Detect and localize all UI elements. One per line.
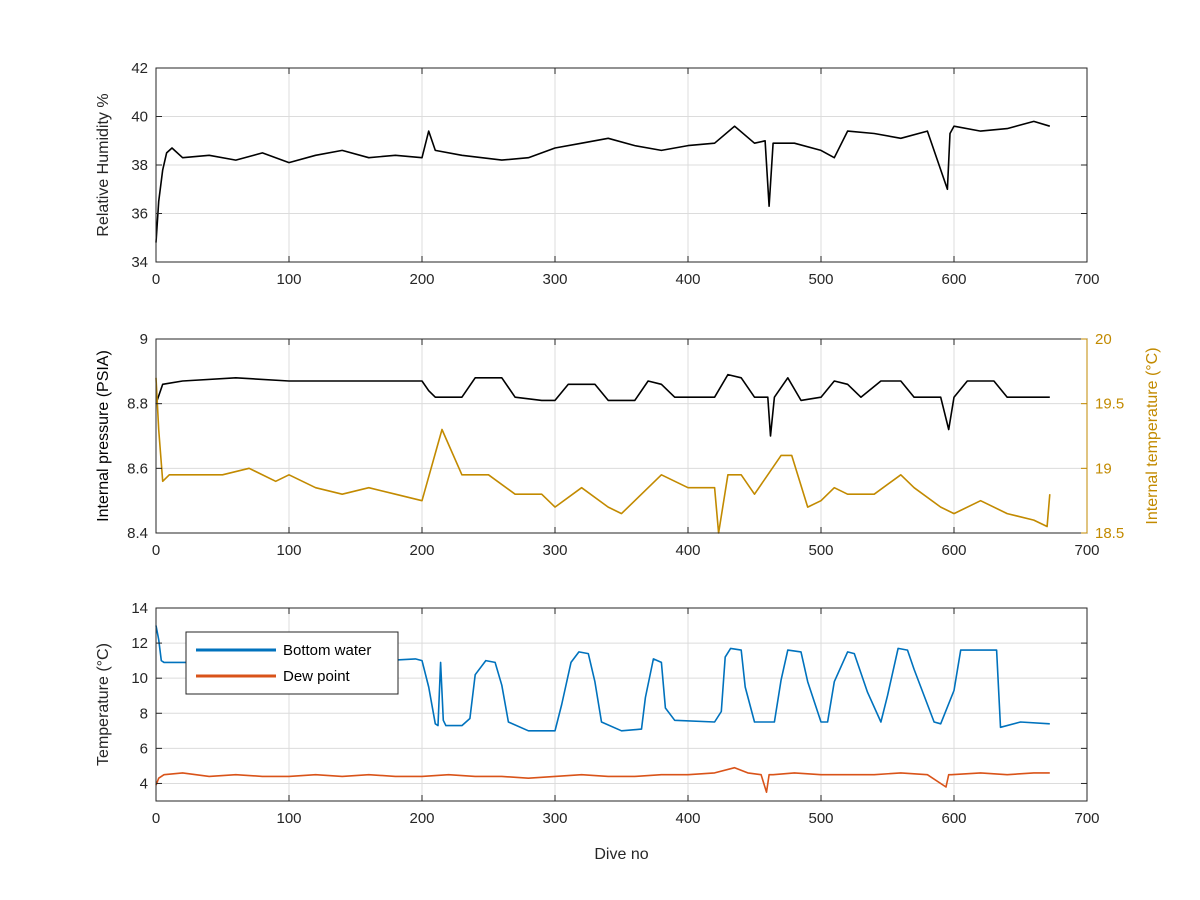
x-tick-label: 700: [1074, 271, 1099, 288]
x-tick-label: 100: [276, 271, 301, 288]
y-tick-label: 12: [131, 635, 148, 652]
y-tick-label: 34: [131, 254, 148, 271]
series-line-2-1: [155, 373, 1050, 437]
x-tick-label: 200: [409, 810, 434, 827]
y-tick-label: 8.8: [127, 396, 148, 413]
y-axis-label: Relative Humidity %: [95, 93, 112, 236]
series-line-2-2: [155, 377, 1051, 534]
x-tick-label: 100: [276, 810, 301, 827]
x-tick-label: 0: [152, 810, 160, 827]
x-tick-label: 500: [808, 542, 833, 559]
y-tick-label: 42: [131, 60, 148, 77]
series-line-dew-point: [155, 766, 1050, 794]
y2-axis-label: Internal temperature (°C): [1144, 347, 1161, 524]
legend-label: Bottom water: [283, 642, 371, 659]
x-tick-label: 200: [409, 542, 434, 559]
plot-area: [156, 339, 1087, 533]
axes-box: [155, 607, 1088, 802]
legend: Bottom water Dew point: [185, 631, 399, 695]
series-line-bottom-water: [155, 625, 1050, 732]
x-tick-label: 300: [542, 810, 567, 827]
y2-tick-label: 18.5: [1095, 525, 1124, 542]
x-tick-label: 500: [808, 271, 833, 288]
y-tick-label: 8.6: [127, 460, 148, 477]
y2-tick-label: 19.5: [1095, 396, 1124, 413]
panel-3: 0 100 200 300 400 500 600 700 4 6 8 10 12 14 Temperatu…: [95, 600, 1100, 863]
y-tick-label: 38: [131, 157, 148, 174]
series-line-1-1: [155, 120, 1051, 243]
y-tick-label: 8.4: [127, 525, 148, 542]
legend-box: [185, 631, 399, 695]
x-tick-label: 600: [941, 271, 966, 288]
x-tick-label: 700: [1074, 810, 1099, 827]
panel-2: 0 100 200 300 400 500 600 700 8.4 8.6 8.8 9 18.5 19 19…: [95, 331, 1161, 559]
y-tick-label: 6: [140, 740, 148, 757]
x-tick-label: 0: [152, 542, 160, 559]
y-tick-label: 9: [140, 331, 148, 348]
y2-tick-label: 19: [1095, 460, 1112, 477]
x-tick-label: 600: [941, 810, 966, 827]
x-tick-label: 200: [409, 271, 434, 288]
y-axis-label: Internal pressure (PSIA): [95, 350, 112, 522]
y-tick-label: 40: [131, 109, 148, 126]
x-tick-label: 400: [675, 810, 700, 827]
legend-label: Dew point: [283, 668, 351, 685]
x-tick-label: 300: [542, 271, 567, 288]
x-axis-label: Dive no: [594, 846, 648, 863]
x-tick-label: 300: [542, 542, 567, 559]
x-tick-label: 400: [675, 542, 700, 559]
y-tick-label: 10: [131, 670, 148, 687]
panel-1: 0 100 200 300 400 500 600 700 34 36 38 40 42 Relative…: [95, 60, 1100, 288]
y-tick-label: 4: [140, 775, 148, 792]
y2-tick-label: 20: [1095, 331, 1112, 348]
x-tick-label: 0: [152, 271, 160, 288]
x-tick-label: 600: [941, 542, 966, 559]
x-tick-label: 400: [675, 271, 700, 288]
x-tick-label: 700: [1074, 542, 1099, 559]
y-tick-label: 8: [140, 705, 148, 722]
x-tick-label: 500: [808, 810, 833, 827]
y-axis-label: Temperature (°C): [95, 643, 112, 766]
y-tick-label: 36: [131, 206, 148, 223]
x-tick-label: 100: [276, 542, 301, 559]
y-tick-label: 14: [131, 600, 148, 617]
